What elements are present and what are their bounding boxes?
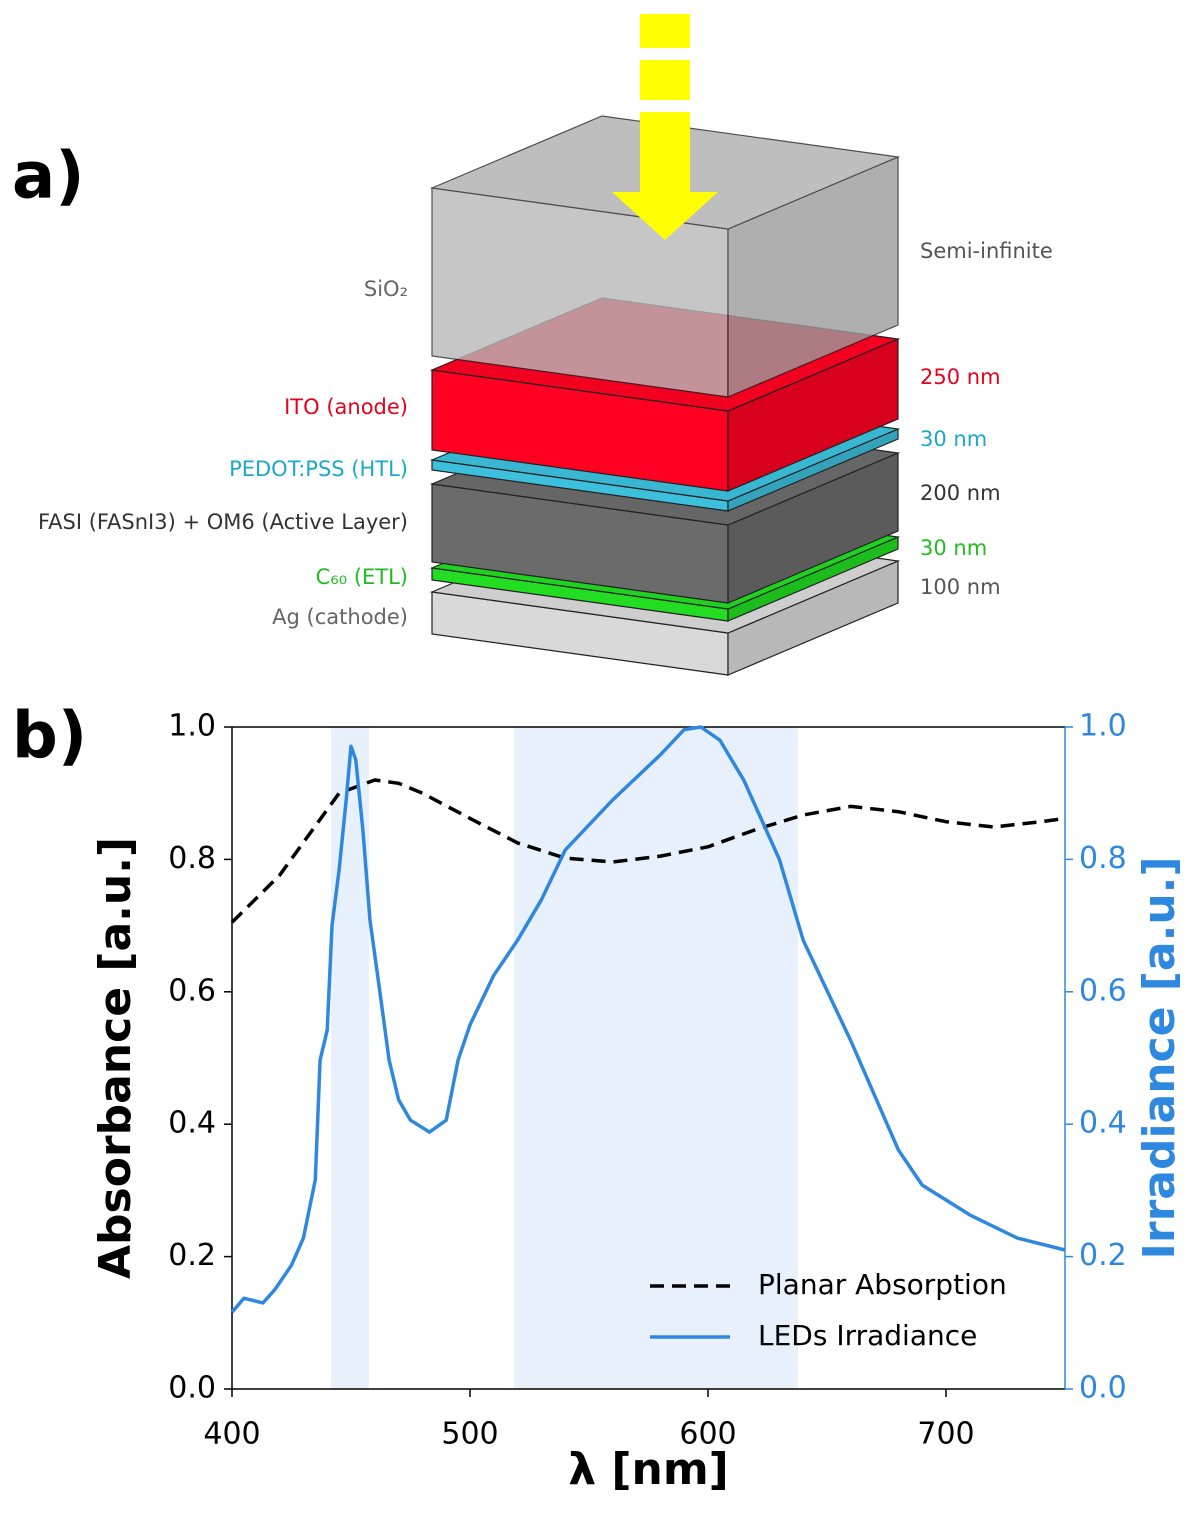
y-tick-label: 0.4 bbox=[168, 1106, 216, 1141]
thickness-label: 250 nm bbox=[920, 365, 1001, 389]
layer-label: ITO (anode) bbox=[284, 395, 408, 419]
y2-axis-title: Irradiance [a.u.] bbox=[1134, 857, 1185, 1260]
layer-label: SiO₂ bbox=[364, 277, 408, 301]
y2-tick-label: 0.8 bbox=[1079, 841, 1127, 876]
light-arrow bbox=[612, 14, 718, 240]
arrow-dash bbox=[640, 14, 690, 48]
panel-label: a) bbox=[12, 140, 84, 214]
thickness-label: 100 nm bbox=[920, 575, 1001, 599]
x-tick-label: 700 bbox=[917, 1417, 974, 1452]
panel-label: b) bbox=[12, 700, 87, 774]
y-tick-label: 1.0 bbox=[168, 709, 216, 744]
thickness-label: 30 nm bbox=[920, 536, 987, 560]
y-tick-label: 0.0 bbox=[168, 1371, 216, 1406]
layer-label: FASI (FASnI3) + OM6 (Active Layer) bbox=[38, 510, 408, 534]
series-line bbox=[230, 778, 1066, 924]
thickness-label: Semi-infinite bbox=[920, 239, 1053, 263]
thickness-label: 30 nm bbox=[920, 427, 987, 451]
y2-tick-label: 0.0 bbox=[1079, 1371, 1127, 1406]
arrow-dash bbox=[640, 60, 690, 100]
legend-label: Planar Absorption bbox=[758, 1268, 1007, 1301]
y2-tick-label: 0.6 bbox=[1079, 973, 1127, 1008]
shaded-region bbox=[514, 727, 798, 1389]
thickness-label: 200 nm bbox=[920, 481, 1001, 505]
y2-tick-label: 0.2 bbox=[1079, 1238, 1127, 1273]
legend-label: LEDs Irradiance bbox=[758, 1319, 977, 1352]
y-tick-label: 0.8 bbox=[168, 841, 216, 876]
x-axis-title: λ [nm] bbox=[568, 1444, 729, 1495]
x-tick-label: 600 bbox=[679, 1417, 736, 1452]
y-axis-title: Absorbance [a.u.] bbox=[90, 837, 141, 1279]
y2-tick-label: 1.0 bbox=[1079, 709, 1127, 744]
y2-tick-label: 0.4 bbox=[1079, 1106, 1127, 1141]
x-tick-label: 400 bbox=[203, 1417, 260, 1452]
layer-label: C₆₀ (ETL) bbox=[316, 565, 408, 589]
x-tick-label: 500 bbox=[441, 1417, 498, 1452]
layer-label: Ag (cathode) bbox=[272, 605, 408, 629]
series-line bbox=[230, 725, 1066, 1314]
y-tick-label: 0.6 bbox=[168, 973, 216, 1008]
layer-label: PEDOT:PSS (HTL) bbox=[229, 457, 408, 481]
arrow-head bbox=[612, 112, 718, 240]
y-tick-label: 0.2 bbox=[168, 1238, 216, 1273]
